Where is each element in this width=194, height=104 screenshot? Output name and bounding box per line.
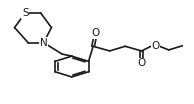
Text: O: O (91, 28, 99, 38)
Text: O: O (151, 41, 159, 51)
Text: N: N (40, 38, 48, 48)
Text: O: O (138, 58, 146, 68)
Text: S: S (22, 8, 29, 18)
